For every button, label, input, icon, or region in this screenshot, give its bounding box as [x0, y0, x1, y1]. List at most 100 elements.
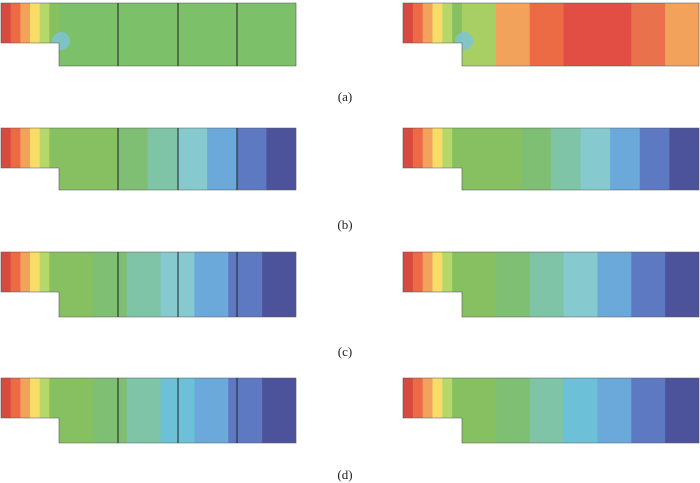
contour-band: [422, 378, 434, 443]
contour-band: [432, 3, 443, 66]
channel-outline: [402, 377, 700, 444]
contour-band: [20, 3, 31, 66]
contour-band: [39, 378, 50, 443]
contour-band: [452, 252, 463, 317]
contour-band: [88, 128, 119, 190]
contour-band: [30, 378, 41, 443]
contour-band: [228, 378, 263, 443]
contour-band: [529, 378, 565, 443]
contour-band: [1, 128, 12, 190]
channel-outline: [402, 127, 700, 191]
caption-a: (a): [337, 89, 353, 104]
contour-band: [563, 252, 599, 317]
contour-strip-c-left: [0, 251, 297, 318]
caption-c: (c): [337, 344, 353, 359]
contour-band: [631, 252, 666, 317]
contour-band: [266, 128, 296, 190]
contour-band: [442, 252, 453, 317]
contour-band: [597, 378, 632, 443]
contour-band: [403, 378, 414, 443]
contour-band: [631, 378, 666, 443]
contour-band: [412, 252, 424, 317]
channel-outline: [0, 127, 297, 191]
contour-strip-a-right: [402, 2, 700, 67]
contour-strip-b-left: [0, 127, 297, 191]
contour-band: [262, 378, 296, 443]
contour-band: [126, 378, 162, 443]
contour-band: [1, 378, 12, 443]
contour-band: [452, 378, 463, 443]
contour-band: [49, 128, 60, 190]
channel-outline: [0, 377, 297, 444]
contour-band: [49, 3, 60, 66]
corner-hotspot: [52, 32, 70, 50]
contour-band: [1, 252, 12, 317]
contour-band: [529, 3, 565, 66]
contour-band: [10, 378, 21, 443]
contour-strip-c-right: [402, 251, 700, 318]
corner-hotspot: [455, 32, 473, 50]
contour-band: [665, 378, 699, 443]
contour-band: [194, 378, 229, 443]
contour-band: [495, 252, 531, 317]
contour-band: [432, 378, 443, 443]
contour-band: [207, 128, 238, 190]
contour-strip-d-left: [0, 377, 297, 444]
contour-band: [631, 3, 666, 66]
contour-band: [20, 128, 31, 190]
contour-band: [491, 128, 522, 190]
contour-band: [39, 252, 50, 317]
contour-band: [20, 378, 31, 443]
contour-band: [462, 252, 497, 317]
contour-band: [412, 378, 424, 443]
caption-d: (d): [337, 467, 353, 482]
contour-band: [228, 252, 263, 317]
contour-band: [422, 3, 434, 66]
contour-band: [39, 128, 50, 190]
contour-band: [30, 252, 41, 317]
channel-outline: [402, 251, 700, 318]
contour-band: [194, 252, 229, 317]
contour-strip-a-left: [0, 2, 297, 67]
contour-band: [10, 252, 21, 317]
contour-band: [639, 128, 670, 190]
contour-band: [495, 378, 531, 443]
contour-band: [20, 252, 31, 317]
contour-band: [563, 3, 599, 66]
contour-band: [10, 128, 21, 190]
contour-band: [59, 252, 94, 317]
contour-band: [669, 128, 699, 190]
contour-band: [147, 128, 179, 190]
contour-band: [452, 128, 463, 190]
contour-band: [236, 128, 267, 190]
caption-b: (b): [337, 217, 353, 232]
contour-band: [262, 252, 296, 317]
channel-outline: [0, 251, 297, 318]
contour-band: [432, 252, 443, 317]
contour-band: [412, 3, 424, 66]
contour-band: [177, 128, 208, 190]
contour-band: [521, 128, 552, 190]
channel-outline: [0, 2, 297, 67]
contour-band: [403, 3, 414, 66]
contour-band: [665, 252, 699, 317]
contour-band: [126, 252, 162, 317]
contour-band: [30, 128, 41, 190]
contour-band: [92, 252, 128, 317]
contour-band: [580, 128, 611, 190]
contour-band: [563, 378, 599, 443]
contour-band: [442, 128, 453, 190]
contour-band: [597, 252, 632, 317]
contour-band: [1, 3, 12, 66]
contour-band: [422, 252, 434, 317]
contour-band: [442, 378, 453, 443]
contour-band: [403, 128, 414, 190]
contour-band: [92, 378, 128, 443]
contour-band: [10, 3, 21, 66]
contour-band: [422, 128, 434, 190]
contour-band: [49, 252, 60, 317]
contour-band: [412, 128, 424, 190]
contour-band: [30, 3, 41, 66]
contour-band: [597, 3, 632, 66]
